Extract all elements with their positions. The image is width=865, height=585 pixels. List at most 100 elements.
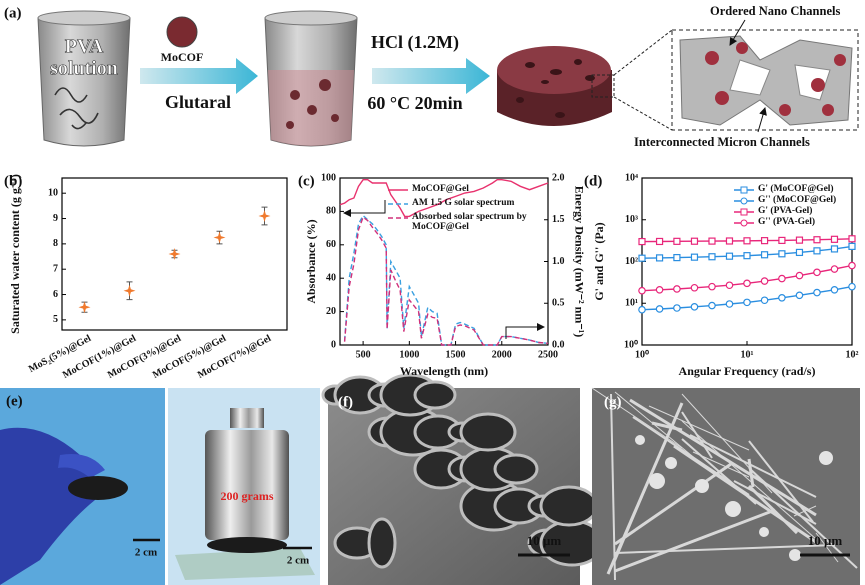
beaker-rim bbox=[37, 10, 131, 26]
marker bbox=[673, 285, 681, 293]
y-tick-label: 10⁴ bbox=[625, 172, 638, 183]
marker bbox=[743, 237, 751, 245]
marker bbox=[830, 245, 839, 253]
polymer-chain bbox=[54, 87, 99, 130]
marker bbox=[673, 253, 681, 262]
x-tick-label: 10¹ bbox=[741, 349, 754, 360]
axis-pointer bbox=[343, 200, 386, 217]
marker bbox=[725, 252, 734, 260]
legend-label: G' (PVA-Gel) bbox=[758, 206, 813, 216]
legend-marker bbox=[740, 186, 748, 194]
particle bbox=[789, 549, 801, 561]
y-tick-label: 6 bbox=[53, 289, 58, 300]
weight-label: 200 grams bbox=[221, 489, 274, 503]
point bbox=[123, 284, 136, 297]
legend-label: G'' (MoCOF@Gel) bbox=[758, 195, 837, 205]
marker bbox=[743, 279, 751, 288]
y-tick-label: 20 bbox=[326, 306, 336, 317]
crosslinker-label: Glutaral bbox=[165, 92, 231, 112]
y-tick-label: 9 bbox=[53, 213, 58, 224]
pore bbox=[367, 517, 397, 569]
panel-label: (e) bbox=[6, 393, 23, 409]
particle bbox=[635, 435, 645, 445]
fiber bbox=[610, 393, 616, 581]
plot-frame bbox=[61, 177, 288, 331]
marker bbox=[830, 265, 839, 273]
marker bbox=[638, 254, 646, 262]
marker bbox=[813, 247, 821, 255]
marker bbox=[638, 237, 646, 246]
condition-label: 60 °C 20min bbox=[367, 93, 462, 113]
particle bbox=[819, 451, 833, 465]
point bbox=[258, 210, 271, 222]
series-line bbox=[343, 216, 549, 346]
marker bbox=[848, 282, 856, 291]
weight bbox=[205, 430, 289, 540]
pore bbox=[493, 453, 539, 485]
fiber bbox=[614, 462, 732, 546]
axis-pointer bbox=[505, 323, 545, 339]
marker bbox=[760, 277, 769, 285]
marker bbox=[743, 298, 751, 307]
y-tick-label: 8 bbox=[53, 238, 58, 249]
beaker-label: solution bbox=[50, 58, 118, 80]
chart: (b)Saturated water content (g g⁻¹) 5 6 7 8 9 1… bbox=[4, 173, 288, 381]
marker bbox=[848, 235, 856, 243]
marker bbox=[725, 300, 734, 308]
legend-marker bbox=[740, 208, 748, 216]
mocof-particle bbox=[166, 16, 198, 48]
panel-label: (b) bbox=[4, 173, 22, 189]
particle bbox=[759, 527, 769, 537]
marker bbox=[690, 253, 699, 261]
photo-g bbox=[591, 387, 860, 585]
chart: (d) G' and G'' (Pa) 10⁰ 10¹ 10² 10³ 10⁴ 10⁰ 10¹ 1… bbox=[584, 172, 859, 377]
particle bbox=[665, 457, 677, 469]
marker bbox=[673, 237, 681, 245]
panel-label: (g) bbox=[604, 394, 622, 410]
y-tick-label: 80 bbox=[326, 206, 336, 217]
scale-label: 2 cm bbox=[135, 547, 157, 559]
marker bbox=[778, 236, 786, 245]
x-axis-label: Wavelength (nm) bbox=[400, 364, 488, 378]
y2-tick-label: 1.0 bbox=[552, 256, 565, 267]
legend-label: G'' (PVA-Gel) bbox=[758, 217, 816, 227]
fiber bbox=[606, 402, 684, 575]
x-tick-label: 1500 bbox=[446, 349, 466, 360]
callout-arrow bbox=[757, 107, 767, 133]
point bbox=[78, 301, 91, 314]
y-tick-label: 10 bbox=[48, 187, 58, 198]
marker bbox=[655, 285, 664, 294]
marker bbox=[638, 305, 646, 314]
legend-entry: G'' (MoCOF@Gel) bbox=[758, 195, 837, 205]
legend-entry: G' (PVA-Gel) bbox=[758, 206, 813, 216]
series-line bbox=[339, 179, 549, 218]
y2-tick-label: 2.0 bbox=[552, 172, 565, 183]
zoom-lines bbox=[613, 29, 673, 131]
micron-channel bbox=[729, 59, 831, 101]
x-tick-label: 2500 bbox=[538, 349, 558, 360]
y-tick-label: 0 bbox=[331, 339, 336, 350]
fiber bbox=[648, 405, 750, 451]
fiber bbox=[681, 420, 817, 540]
particle bbox=[695, 479, 709, 493]
marker bbox=[778, 274, 786, 283]
y-tick-label: 7 bbox=[53, 263, 58, 274]
marker bbox=[690, 237, 699, 245]
fiber bbox=[748, 440, 814, 523]
legend-label: AM 1.5 G solar spectrum bbox=[412, 198, 515, 208]
x-tick-label: 500 bbox=[356, 349, 371, 360]
y-tick-label: 10¹ bbox=[625, 298, 638, 309]
marker bbox=[743, 252, 751, 260]
x-tick-label: 10² bbox=[846, 349, 859, 360]
fiber bbox=[692, 451, 750, 478]
marker bbox=[708, 237, 716, 245]
hydrogel-sample bbox=[207, 537, 287, 553]
marker bbox=[830, 235, 839, 243]
legend-entry: Absorbed solar spectrum by MoCOF@Gel bbox=[412, 212, 527, 232]
legend-entry: G' (MoCOF@Gel) bbox=[758, 184, 834, 194]
photo-f bbox=[321, 373, 605, 585]
panel-label: (d) bbox=[584, 173, 602, 189]
zoom-box bbox=[591, 74, 615, 98]
nano-channels bbox=[705, 42, 846, 116]
